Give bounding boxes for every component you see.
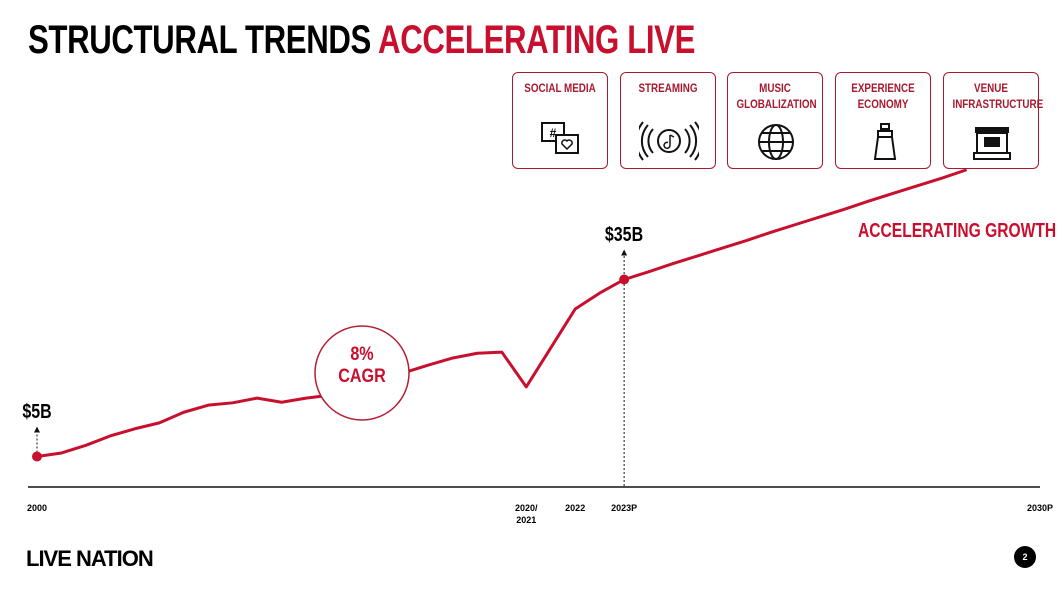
page-number: 2	[1014, 546, 1036, 568]
cagr-circle	[314, 325, 410, 421]
x-tick-label: 2020/ 2021	[515, 503, 538, 525]
icon: #	[541, 122, 579, 154]
data-point	[619, 274, 630, 285]
trend-card: STREAMING	[620, 72, 716, 169]
x-tick-label: 2030P	[1026, 503, 1054, 513]
leader-arrow	[621, 249, 628, 256]
trend-card: SOCIAL MEDIA #	[512, 72, 608, 169]
card-label: EXPERIENCE ECONOMY	[851, 81, 915, 111]
card-label: VENUE INFRASTRUCTURE	[952, 81, 1044, 111]
x-tick-label: 2000	[26, 503, 48, 513]
x-tick-label: 2023P	[611, 503, 638, 513]
series-line	[36, 168, 968, 458]
icon	[639, 121, 699, 161]
value-label: $5B	[22, 400, 52, 423]
cagr-annotation: 8% CAGR	[338, 344, 386, 387]
value-label: $35B	[604, 223, 644, 246]
icon	[873, 123, 897, 160]
icon	[758, 124, 794, 160]
trend-card: MUSIC GLOBALIZATION	[727, 72, 823, 169]
growth-annotation: ACCELERATING GROWTH	[858, 220, 1057, 242]
logo: LIVE NATION	[26, 546, 154, 571]
icon	[973, 127, 1011, 160]
slide-title: STRUCTURAL TRENDS ACCELERATING LIVE	[28, 18, 695, 63]
card-label: STREAMING	[638, 81, 698, 95]
x-tick-label: 2022	[565, 503, 586, 513]
title-lead: STRUCTURAL TRENDS	[28, 18, 371, 62]
card-label: SOCIAL MEDIA	[524, 81, 596, 95]
leader-arrow	[34, 426, 40, 433]
svg-text:#: #	[550, 126, 557, 140]
trend-card: VENUE INFRASTRUCTURE	[943, 72, 1044, 169]
trend-card: EXPERIENCE ECONOMY	[835, 72, 931, 169]
title-highlight: ACCELERATING LIVE	[378, 18, 695, 62]
data-point	[32, 451, 42, 462]
card-label: MUSIC GLOBALIZATION	[736, 81, 817, 111]
